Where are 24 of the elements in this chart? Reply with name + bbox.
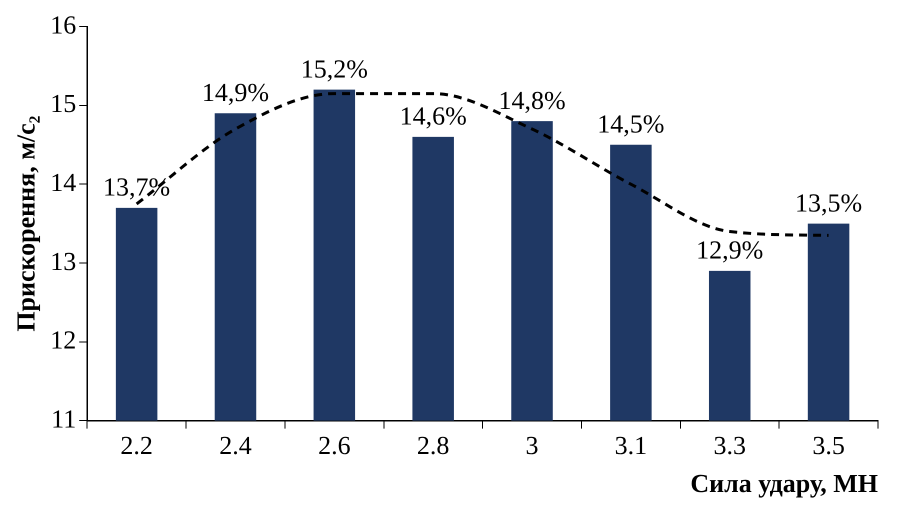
x-tick-label: 2.8 (416, 431, 450, 460)
x-tick-label: 2.2 (120, 431, 153, 460)
y-tick-label: 11 (51, 404, 76, 434)
x-tick-label: 3.5 (812, 431, 845, 460)
y-tick-label: 14 (50, 168, 76, 198)
data-label: 12,9% (696, 236, 764, 265)
data-label: 14,6% (400, 102, 467, 131)
y-axis-title: Прискорення, м/с₂ (11, 115, 40, 332)
data-label: 14,5% (597, 110, 664, 139)
data-label: 13,7% (103, 172, 170, 202)
x-tick-label: 3.1 (614, 431, 648, 460)
data-label: 14,9% (202, 78, 270, 108)
data-label: 14,8% (498, 86, 566, 115)
y-tick-label: 15 (50, 89, 76, 118)
x-tick-label: 2.6 (318, 431, 351, 460)
data-label: 15,2% (300, 54, 368, 84)
x-tick-label: 3 (526, 431, 539, 460)
x-tick-label: 3.3 (713, 431, 746, 460)
x-tick-label: 2.4 (219, 431, 252, 460)
data-label: 13,5% (794, 188, 862, 218)
y-tick-label: 13 (50, 246, 76, 276)
y-tick-label: 12 (50, 326, 76, 355)
x-axis-title: Сила удару, МН (690, 469, 878, 498)
y-tick-label: 16 (50, 10, 76, 40)
